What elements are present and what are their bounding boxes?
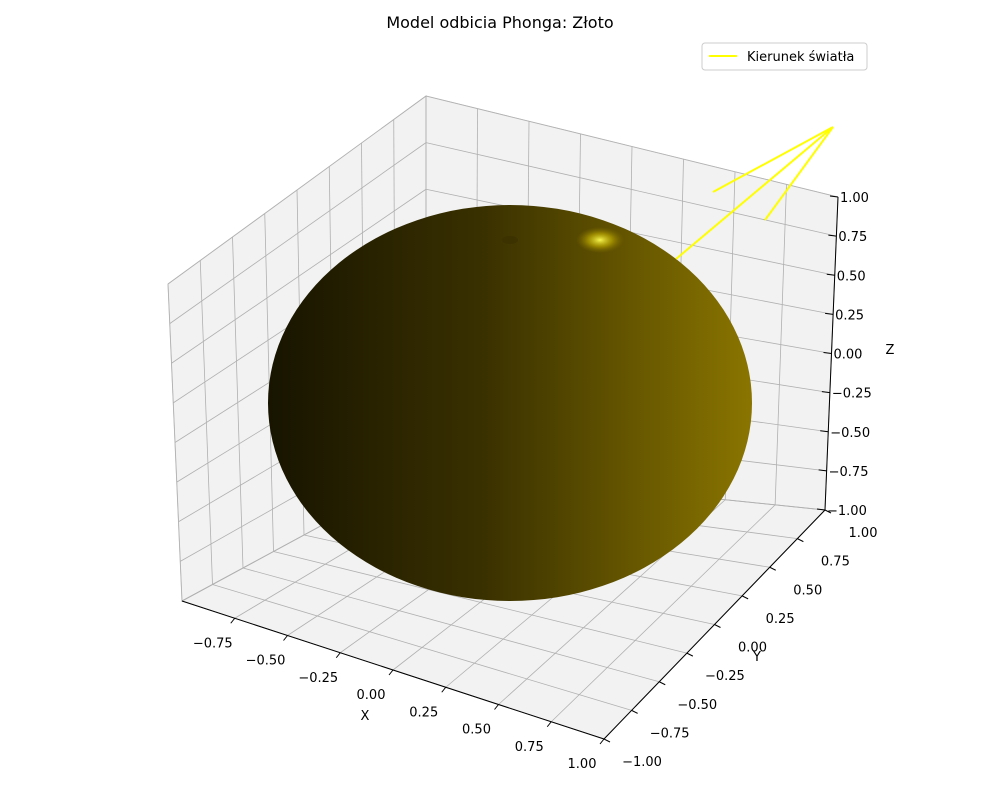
x-tick-label: 0.25 [409, 705, 438, 720]
y-tick-mark [714, 624, 721, 628]
light-direction-lines [675, 126, 834, 260]
y-tick-label: −0.75 [650, 726, 690, 741]
z-tick-mark [816, 508, 826, 511]
y-tick-label: 0.75 [821, 555, 850, 570]
z-tick-label: 0.00 [834, 348, 863, 363]
y-tick-mark [824, 509, 832, 514]
y-tick-label: 0.50 [793, 583, 822, 598]
y-gridline [212, 584, 632, 711]
x-tick-label: 1.00 [568, 757, 597, 772]
specular-highlight [576, 227, 624, 253]
y-tick-mark [659, 681, 666, 686]
y-tick-label: 1.00 [849, 526, 878, 541]
chart-title: Model odbicia Phonga: Złoto [386, 13, 613, 32]
y-tick-mark [686, 652, 694, 657]
x-tick-label: 0.00 [357, 688, 386, 703]
z-tick-mark [821, 391, 830, 394]
y-gridline [273, 551, 687, 654]
x-tick-label: −0.25 [298, 671, 338, 686]
x-tick-mark [335, 652, 341, 659]
x-tick-mark [283, 635, 288, 641]
x-tick-label: 0.50 [462, 723, 491, 738]
sphere-surface [268, 205, 752, 601]
y-tick-mark [741, 595, 749, 600]
z-gridline [167, 95, 427, 285]
light-ray [712, 126, 834, 193]
light-ray [675, 126, 834, 260]
x-tick-mark [388, 669, 394, 676]
y-tick-label: −0.50 [677, 698, 717, 713]
y-tick-mark [631, 709, 638, 714]
z-tick-label: −0.25 [832, 387, 872, 402]
y-tick-mark [797, 538, 804, 543]
z-axis-label: Z [886, 343, 895, 358]
z-gridline [171, 188, 427, 364]
z-tick-label: −1.00 [827, 504, 867, 519]
y-tick-label: −0.25 [705, 669, 745, 684]
x-tick-label: −0.50 [246, 654, 286, 669]
x-tick-mark [441, 686, 447, 693]
z-tick-label: 0.75 [838, 230, 867, 245]
light-ray [764, 126, 834, 221]
tick-labels: −0.75 −0.50 −0.25 0.00 0.25 0.50 0.75 1.00 −1.00… [193, 191, 878, 772]
legend-box [701, 42, 868, 71]
z-tick-mark [828, 234, 837, 237]
x-tick-mark [494, 704, 499, 710]
x-tick-label: 0.75 [515, 740, 544, 755]
x-tick-mark [599, 738, 605, 745]
z-tick-mark [820, 430, 829, 433]
specular-dot [502, 236, 518, 244]
z-tick-mark [823, 352, 832, 354]
axis-marks [181, 195, 839, 745]
y-axis-label: Y [752, 650, 761, 665]
x-axis-label: X [361, 709, 370, 724]
sphere-body [268, 205, 752, 601]
z-tick-mark [829, 195, 839, 198]
z-gridline [425, 142, 837, 237]
z-tick-label: −0.50 [830, 426, 870, 441]
z-tick-mark [825, 312, 834, 315]
z-tick-label: 1.00 [840, 191, 869, 206]
y-tick-label: −1.00 [622, 755, 662, 770]
y-tick-mark [603, 738, 611, 743]
z-tick-mark [818, 469, 827, 472]
y-tick-label: 0.25 [766, 612, 795, 627]
x-tick-label: −0.75 [193, 636, 233, 651]
z-gridline [169, 142, 427, 324]
z-tick-label: −0.75 [829, 465, 869, 480]
y-gridline [242, 567, 660, 683]
z-tick-mark [826, 273, 835, 276]
y-tick-label: 0.00 [738, 641, 767, 656]
y-tick-mark [769, 566, 776, 571]
x-tick-mark [546, 721, 552, 728]
x-tick-mark [230, 617, 236, 624]
legend: Kierunek światła [701, 42, 868, 71]
z-tick-label: 0.25 [835, 308, 864, 323]
z-tick-label: 0.50 [837, 269, 866, 284]
legend-label: Kierunek światła [747, 50, 854, 65]
